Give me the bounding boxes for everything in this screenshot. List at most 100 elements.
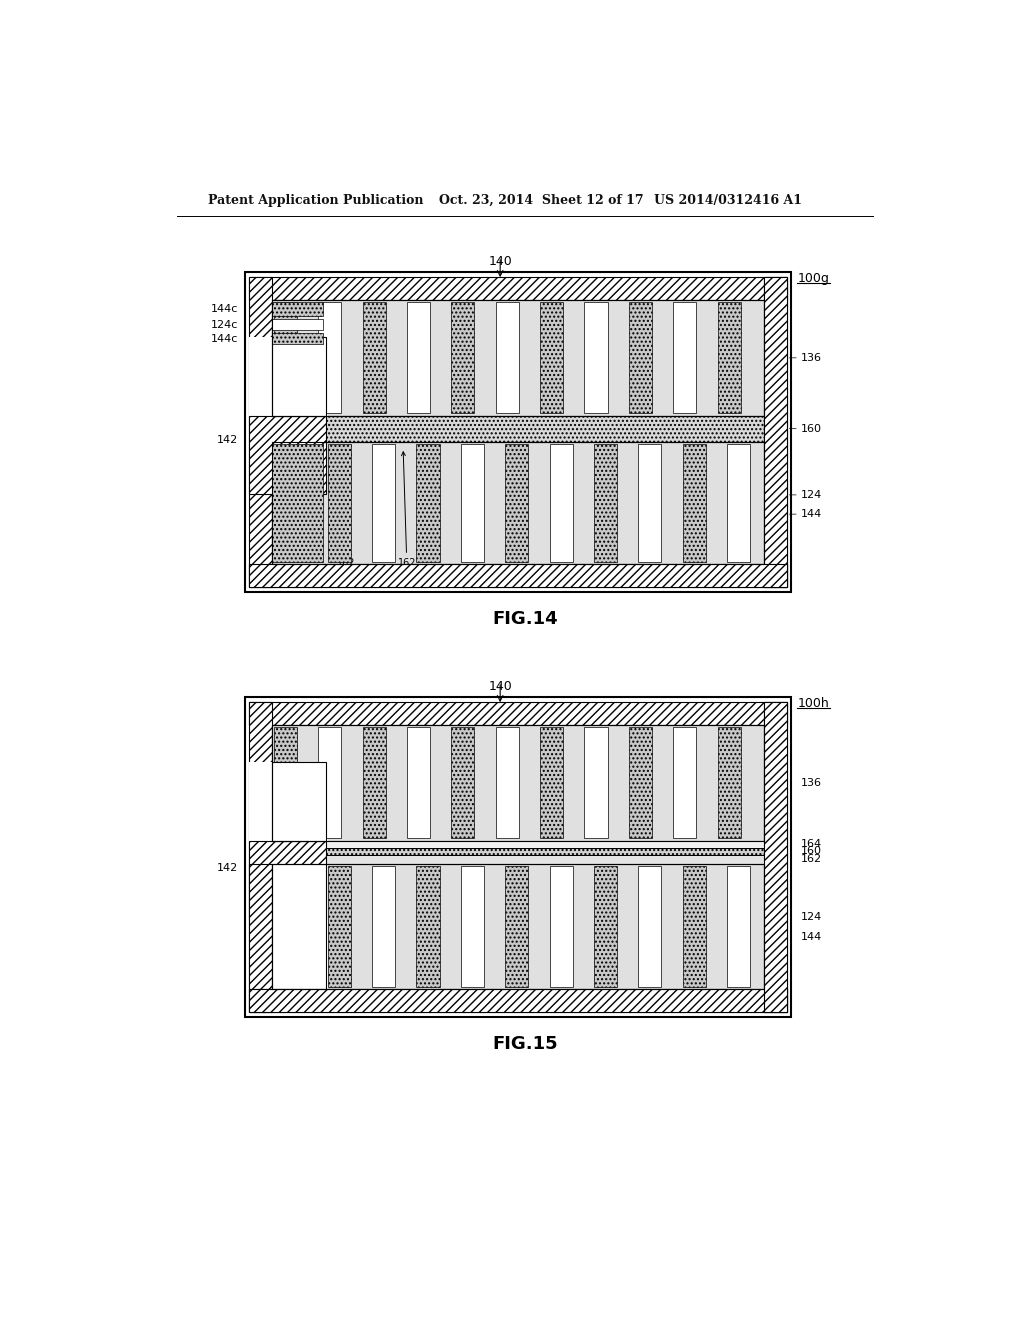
Bar (272, 300, 764, 416)
Bar (249, 564, 786, 587)
Bar (272, 444, 323, 562)
Text: 144c: 144c (211, 334, 239, 345)
Bar (273, 727, 297, 838)
Bar (540, 302, 563, 413)
Bar (417, 444, 439, 562)
Bar (272, 725, 764, 841)
Bar (249, 841, 326, 919)
Bar (452, 727, 474, 838)
Bar (249, 989, 786, 1012)
Text: 140: 140 (488, 681, 512, 693)
Bar (372, 866, 395, 987)
Text: 136: 136 (801, 777, 822, 788)
Bar (249, 564, 786, 587)
Bar (328, 444, 351, 562)
Bar (318, 727, 341, 838)
Bar (718, 302, 740, 413)
Text: Oct. 23, 2014  Sheet 12 of 17: Oct. 23, 2014 Sheet 12 of 17 (438, 194, 643, 207)
Text: FIG.14: FIG.14 (492, 610, 558, 628)
Bar (362, 302, 386, 413)
Bar (764, 277, 786, 587)
Bar (407, 302, 430, 413)
Bar (272, 855, 764, 863)
Bar (272, 863, 764, 989)
Text: 144: 144 (801, 932, 822, 942)
Text: 140: 140 (488, 256, 512, 268)
Text: 164: 164 (801, 838, 822, 849)
Bar (249, 762, 328, 866)
Bar (362, 727, 386, 838)
Bar (249, 337, 328, 441)
Bar (249, 863, 272, 989)
Bar (249, 416, 326, 494)
Text: 160: 160 (801, 846, 822, 857)
Bar (272, 847, 764, 855)
Bar (272, 416, 764, 442)
Text: 124c: 124c (211, 319, 239, 330)
Bar (496, 727, 519, 838)
Bar (727, 444, 751, 562)
Bar (673, 727, 696, 838)
Text: Patent Application Publication: Patent Application Publication (208, 194, 423, 207)
Text: 142: 142 (217, 862, 239, 873)
Text: 162: 162 (801, 854, 822, 865)
Bar (249, 863, 328, 1012)
Text: 142: 142 (217, 436, 239, 445)
Text: 162
(162a): 162 (162a) (330, 451, 362, 579)
Bar (272, 337, 326, 416)
Bar (249, 989, 786, 1012)
Bar (273, 302, 297, 413)
Bar (407, 727, 430, 838)
Bar (461, 866, 484, 987)
Bar (585, 302, 607, 413)
Text: 124: 124 (801, 490, 822, 500)
Bar (372, 444, 395, 562)
Bar (505, 444, 528, 562)
Bar (245, 272, 792, 591)
Text: FIG.15: FIG.15 (492, 1035, 558, 1053)
Bar (718, 727, 740, 838)
Bar (629, 727, 652, 838)
Bar (727, 866, 751, 987)
Bar (629, 302, 652, 413)
Text: 162
(162b): 162 (162b) (391, 451, 423, 579)
Text: 144: 144 (801, 510, 822, 519)
Bar (594, 866, 617, 987)
Text: US 2014/0312416 A1: US 2014/0312416 A1 (654, 194, 802, 207)
Bar (272, 863, 764, 989)
Bar (673, 302, 696, 413)
Bar (764, 277, 786, 587)
Bar (505, 866, 528, 987)
Bar (638, 444, 662, 562)
Text: 136: 136 (801, 352, 822, 363)
Bar (272, 442, 764, 564)
Text: 144c: 144c (211, 304, 239, 314)
Bar (594, 444, 617, 562)
Bar (249, 702, 786, 725)
Bar (496, 302, 519, 413)
Bar (540, 727, 563, 838)
Bar (638, 866, 662, 987)
Bar (764, 702, 786, 1012)
Bar (272, 302, 323, 317)
Bar (764, 702, 786, 1012)
Text: 160: 160 (801, 424, 822, 434)
Bar (550, 866, 572, 987)
Bar (272, 841, 764, 847)
Bar (245, 697, 792, 1016)
Text: 100h: 100h (798, 697, 829, 710)
Bar (683, 866, 706, 987)
Text: 100g: 100g (798, 272, 829, 285)
Bar (318, 302, 341, 413)
Bar (272, 725, 764, 841)
Bar (249, 277, 272, 587)
Bar (272, 333, 323, 345)
Bar (249, 702, 272, 1012)
Bar (585, 727, 607, 838)
Bar (249, 277, 786, 300)
Bar (683, 444, 706, 562)
Text: 124: 124 (801, 912, 822, 921)
Bar (417, 866, 439, 987)
Bar (452, 302, 474, 413)
Bar (272, 300, 764, 416)
